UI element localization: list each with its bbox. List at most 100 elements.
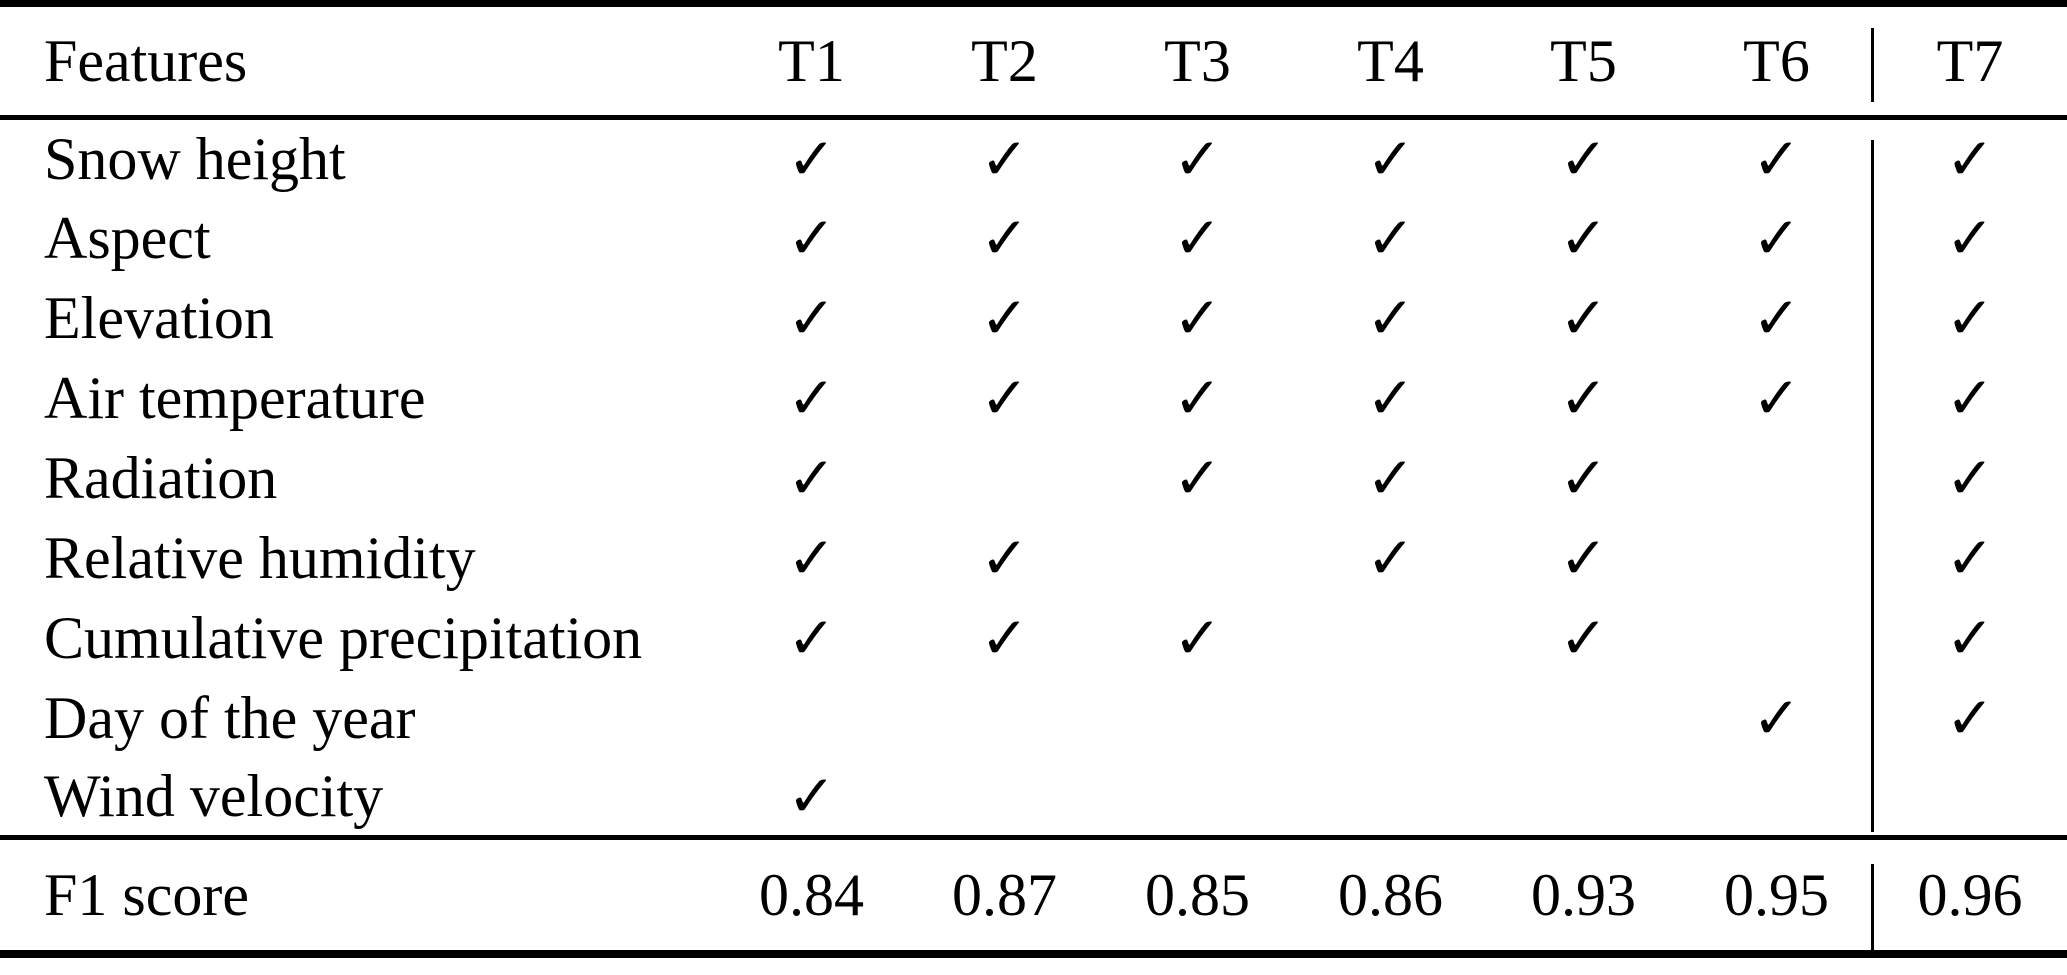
- checkmark-icon: ✓: [1559, 603, 1608, 672]
- checkmark-icon: ✓: [980, 603, 1029, 672]
- check-cell: ✓: [908, 198, 1101, 278]
- check-cell: ✓: [1487, 198, 1680, 278]
- checkmark-icon: ✓: [1752, 283, 1801, 352]
- checkmark-icon: ✓: [980, 124, 1029, 193]
- check-cell: ✓: [1680, 358, 1873, 438]
- check-cell: ✓: [715, 118, 908, 198]
- checkmark-icon: ✓: [787, 283, 836, 352]
- checkmark-icon: ✓: [980, 283, 1029, 352]
- check-cell: ✓: [1487, 278, 1680, 358]
- checkmark-icon: ✓: [1559, 363, 1608, 432]
- table-row: Snow height ✓ ✓ ✓ ✓ ✓ ✓ ✓: [0, 118, 2067, 198]
- score-cell: 0.93: [1531, 861, 1636, 928]
- check-cell: ✓: [1873, 598, 2067, 678]
- check-cell: ✓: [1873, 278, 2067, 358]
- check-cell: [1680, 758, 1873, 838]
- checkmark-icon: ✓: [980, 523, 1029, 592]
- check-cell: ✓: [1680, 198, 1873, 278]
- check-cell: ✓: [1101, 598, 1294, 678]
- score-cell: 0.86: [1338, 861, 1443, 928]
- checkmark-icon: ✓: [1559, 443, 1608, 512]
- checkmark-icon: ✓: [787, 762, 836, 831]
- check-cell: ✓: [715, 198, 908, 278]
- score-cell: 0.85: [1145, 861, 1250, 928]
- column-header-t6: T6: [1743, 28, 1810, 94]
- checkmark-icon: ✓: [1752, 124, 1801, 193]
- check-cell: [908, 678, 1101, 758]
- table-row: Aspect ✓ ✓ ✓ ✓ ✓ ✓ ✓: [0, 198, 2067, 278]
- check-cell: ✓: [1487, 118, 1680, 198]
- column-header-t3: T3: [1164, 28, 1231, 94]
- feature-cell: Radiation: [44, 444, 278, 511]
- table-row: Wind velocity ✓: [0, 758, 2067, 838]
- check-cell: [1294, 758, 1487, 838]
- column-header-t5: T5: [1550, 28, 1617, 94]
- check-cell: [908, 438, 1101, 518]
- check-cell: ✓: [1873, 438, 2067, 518]
- vertical-rule-footer-segment: [1871, 864, 1874, 954]
- check-cell: ✓: [908, 278, 1101, 358]
- score-cell: 0.87: [952, 861, 1057, 928]
- check-cell: [1680, 518, 1873, 598]
- check-cell: [1101, 518, 1294, 598]
- feature-cell: Elevation: [44, 284, 274, 351]
- checkmark-icon: ✓: [787, 603, 836, 672]
- check-cell: ✓: [908, 518, 1101, 598]
- f1-score-row: F1 score 0.84 0.87 0.85 0.86 0.93 0.95 0.96: [0, 838, 2067, 954]
- check-cell: ✓: [908, 358, 1101, 438]
- features-column-header: Features: [44, 28, 248, 94]
- checkmark-icon: ✓: [1366, 203, 1415, 272]
- check-cell: ✓: [715, 758, 908, 838]
- checkmark-icon: ✓: [1945, 603, 1995, 672]
- score-cell: 0.96: [1917, 861, 2023, 928]
- check-cell: [1873, 758, 2067, 838]
- checkmark-icon: ✓: [787, 443, 836, 512]
- check-cell: ✓: [715, 358, 908, 438]
- feature-cell: Day of the year: [44, 684, 416, 751]
- checkmark-icon: ✓: [787, 124, 836, 193]
- column-header-t2: T2: [971, 28, 1038, 94]
- check-cell: ✓: [715, 518, 908, 598]
- checkmark-icon: ✓: [1173, 603, 1222, 672]
- checkmark-icon: ✓: [1752, 683, 1801, 752]
- feature-cell: Cumulative precipitation: [44, 604, 643, 671]
- check-cell: ✓: [1294, 438, 1487, 518]
- check-cell: [1487, 758, 1680, 838]
- feature-cell: Snow height: [44, 125, 346, 192]
- table-row: Day of the year ✓ ✓: [0, 678, 2067, 758]
- table-row: Elevation ✓ ✓ ✓ ✓ ✓ ✓ ✓: [0, 278, 2067, 358]
- checkmark-icon: ✓: [1945, 683, 1995, 752]
- checkmark-icon: ✓: [1559, 203, 1608, 272]
- check-cell: ✓: [1101, 278, 1294, 358]
- table-header: Features T1 T2 T3 T4 T5 T6 T7: [0, 4, 2067, 118]
- check-cell: ✓: [1101, 118, 1294, 198]
- checkmark-icon: ✓: [1559, 283, 1608, 352]
- checkmark-icon: ✓: [1173, 283, 1222, 352]
- check-cell: ✓: [1487, 598, 1680, 678]
- table-footer: F1 score 0.84 0.87 0.85 0.86 0.93 0.95 0.96: [0, 838, 2067, 954]
- checkmark-icon: ✓: [1366, 523, 1415, 592]
- checkmark-icon: ✓: [1945, 523, 1995, 592]
- check-cell: [1487, 678, 1680, 758]
- checkmark-icon: ✓: [1945, 283, 1995, 352]
- check-cell: ✓: [1680, 278, 1873, 358]
- checkmark-icon: ✓: [1173, 124, 1222, 193]
- check-cell: [1101, 678, 1294, 758]
- checkmark-icon: ✓: [1945, 203, 1995, 272]
- table-row: Air temperature ✓ ✓ ✓ ✓ ✓ ✓ ✓: [0, 358, 2067, 438]
- check-cell: ✓: [1487, 438, 1680, 518]
- feature-cell: Air temperature: [44, 364, 426, 431]
- checkmark-icon: ✓: [1173, 363, 1222, 432]
- check-cell: ✓: [1873, 198, 2067, 278]
- check-cell: [1294, 598, 1487, 678]
- checkmark-icon: ✓: [1366, 363, 1415, 432]
- checkmark-icon: ✓: [787, 203, 836, 272]
- check-cell: ✓: [1294, 518, 1487, 598]
- check-cell: [908, 758, 1101, 838]
- check-cell: ✓: [1680, 678, 1873, 758]
- check-cell: ✓: [1294, 198, 1487, 278]
- checkmark-icon: ✓: [1945, 363, 1995, 432]
- check-cell: ✓: [1487, 518, 1680, 598]
- score-cell: 0.84: [759, 861, 864, 928]
